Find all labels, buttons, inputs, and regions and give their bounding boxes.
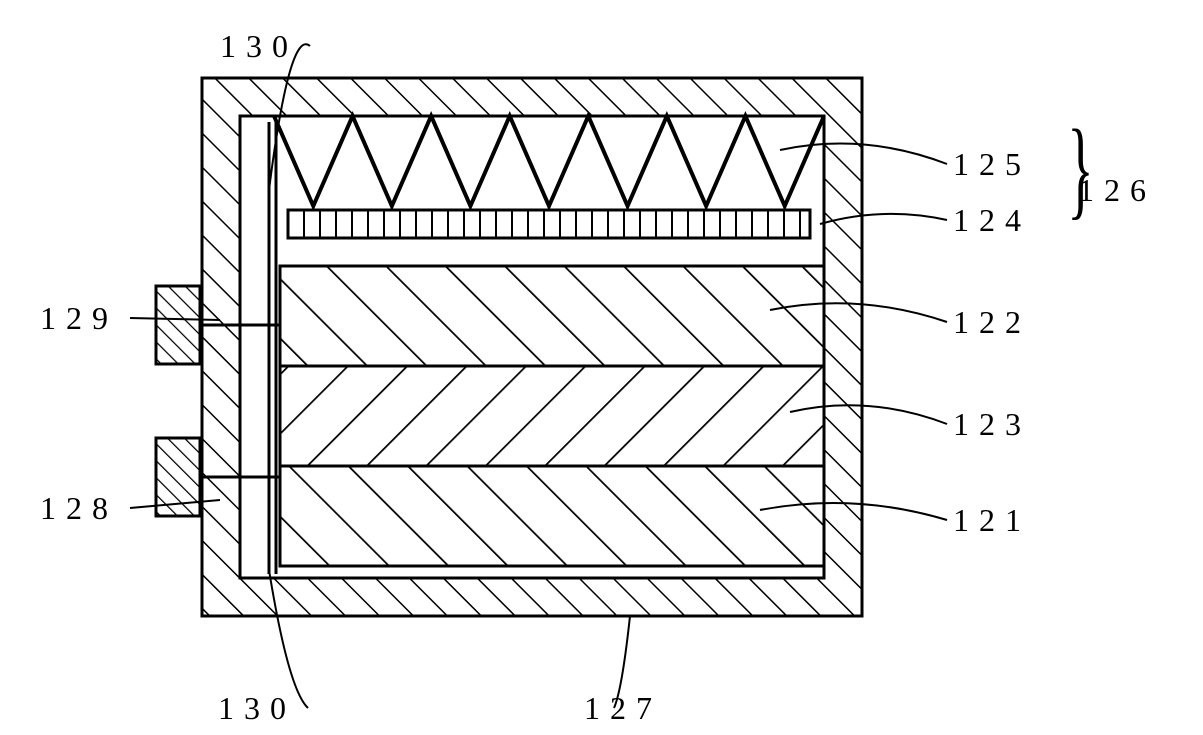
label-122: 122 [953,304,1031,341]
technical-diagram: 130125124126129128122123121130127} [0,0,1203,735]
layer-123 [280,366,824,466]
label-129: 129 [40,300,118,337]
layer-121 [280,466,824,566]
spring-125 [274,116,824,206]
label-128: 128 [40,490,118,527]
label-130b: 130 [218,690,296,727]
label-124: 124 [953,202,1031,239]
label-125: 125 [953,146,1031,183]
bracket-126: } [1067,128,1093,208]
diagram-svg [0,0,1203,735]
label-130: 130 [220,28,298,65]
label-121: 121 [953,502,1031,539]
layer-122 [280,266,824,366]
label-127: 127 [584,690,662,727]
layer-124 [288,210,810,238]
terminal-129 [156,286,200,364]
label-123: 123 [953,406,1031,443]
